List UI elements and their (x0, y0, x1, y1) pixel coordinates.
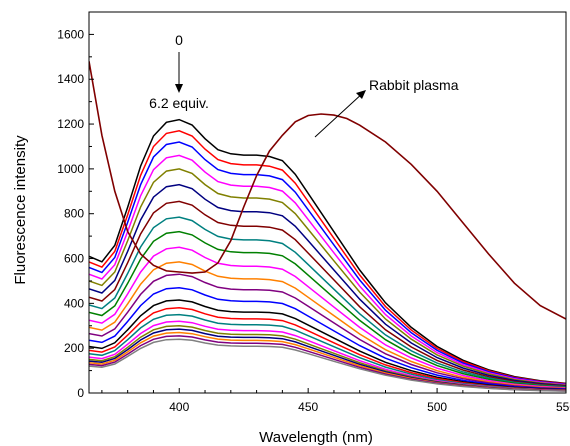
y-tick-label: 1600 (57, 27, 84, 41)
annotation-start-label: 0 (175, 32, 183, 48)
titration-curve (89, 168, 566, 386)
titration-curve (89, 130, 566, 385)
titration-curve (89, 246, 566, 389)
titration-curve (89, 118, 566, 385)
y-axis-title: Fluorescence intensity (12, 135, 29, 285)
titration-curve (89, 154, 566, 386)
x-tick-label: 550 (556, 400, 570, 414)
arrowhead-plasma-icon (356, 90, 366, 99)
x-tick-label: 450 (298, 400, 318, 414)
y-tick-label: 400 (64, 296, 84, 310)
titration-curve (89, 216, 566, 388)
titration-curve (89, 273, 566, 390)
y-tick-label: 1200 (57, 117, 84, 131)
annotation-end-label: 6.2 equiv. (149, 95, 209, 111)
x-axis-title: Wavelength (nm) (259, 429, 373, 446)
annotations: 0 6.2 equiv. Rabbit plasma (149, 32, 459, 138)
plasma-curve (89, 61, 566, 320)
y-tick-label: 600 (64, 252, 84, 266)
y-axis: 0 200 400 600 800 1000 1200 1400 1600 (57, 11, 94, 400)
x-tick-label: 400 (169, 400, 189, 414)
plot-frame (88, 11, 567, 394)
y-tick-label: 1000 (57, 162, 84, 176)
arrowhead-down-icon (175, 84, 183, 93)
y-tick-label: 200 (64, 341, 84, 355)
y-tick-label: 0 (77, 386, 84, 400)
plasma-pointer-arrow (314, 91, 365, 138)
titration-curve (89, 141, 566, 385)
titration-curve (89, 313, 566, 392)
titration-curve (89, 286, 566, 391)
titration-curve (89, 338, 566, 392)
x-axis: 400 450 500 550 (101, 388, 570, 414)
titration-curve (89, 200, 566, 388)
titration-curve (89, 230, 566, 389)
y-tick-label: 800 (64, 207, 84, 221)
titration-curves (89, 118, 566, 392)
titration-curve (89, 183, 566, 387)
plasma-label: Rabbit plasma (369, 77, 459, 93)
y-tick-label: 1400 (57, 72, 84, 86)
titration-curve (89, 261, 566, 390)
x-tick-label: 500 (427, 400, 447, 414)
titration-curve (89, 307, 566, 391)
plasma-layer (89, 61, 566, 320)
titration-curve (89, 299, 566, 391)
